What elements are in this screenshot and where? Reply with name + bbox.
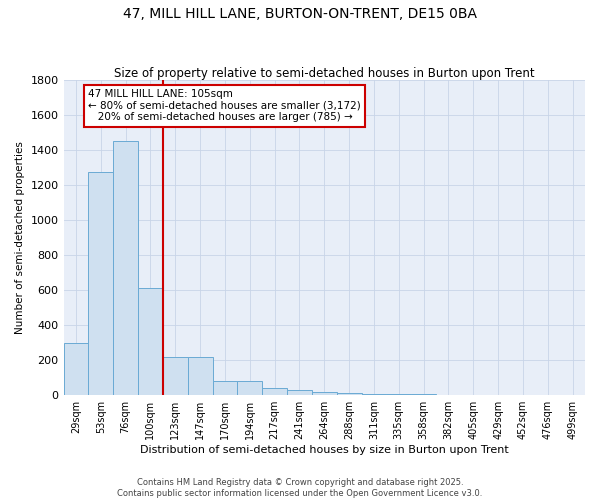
Bar xyxy=(312,392,337,395)
Bar xyxy=(436,394,461,395)
Bar xyxy=(386,394,411,395)
Bar xyxy=(411,394,436,395)
Bar xyxy=(337,392,362,395)
Bar xyxy=(138,288,163,395)
Bar xyxy=(262,388,287,395)
Text: 47 MILL HILL LANE: 105sqm
← 80% of semi-detached houses are smaller (3,172)
   2: 47 MILL HILL LANE: 105sqm ← 80% of semi-… xyxy=(88,89,361,122)
Text: 47, MILL HILL LANE, BURTON-ON-TRENT, DE15 0BA: 47, MILL HILL LANE, BURTON-ON-TRENT, DE1… xyxy=(123,8,477,22)
Bar xyxy=(238,381,262,395)
Bar xyxy=(212,381,238,395)
Title: Size of property relative to semi-detached houses in Burton upon Trent: Size of property relative to semi-detach… xyxy=(114,66,535,80)
Text: Contains HM Land Registry data © Crown copyright and database right 2025.
Contai: Contains HM Land Registry data © Crown c… xyxy=(118,478,482,498)
Bar xyxy=(485,394,511,395)
Bar xyxy=(113,141,138,395)
X-axis label: Distribution of semi-detached houses by size in Burton upon Trent: Distribution of semi-detached houses by … xyxy=(140,445,509,455)
Bar xyxy=(362,394,386,395)
Bar xyxy=(88,172,113,395)
Y-axis label: Number of semi-detached properties: Number of semi-detached properties xyxy=(15,141,25,334)
Bar xyxy=(188,356,212,395)
Bar xyxy=(287,390,312,395)
Bar xyxy=(461,394,485,395)
Bar xyxy=(511,394,535,395)
Bar xyxy=(560,394,585,395)
Bar xyxy=(535,394,560,395)
Bar xyxy=(163,356,188,395)
Bar xyxy=(64,342,88,395)
